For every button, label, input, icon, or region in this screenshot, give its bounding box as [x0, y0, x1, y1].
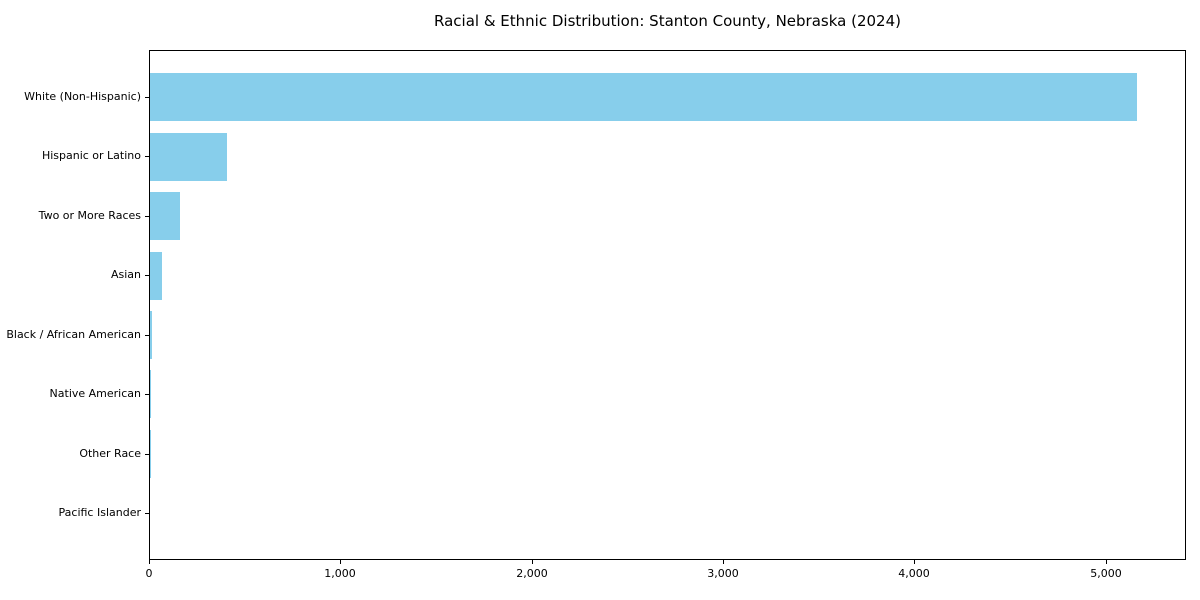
x-tick-mark — [532, 560, 533, 564]
y-tick-label: Native American — [49, 387, 141, 400]
plot-area — [149, 50, 1186, 560]
bar — [150, 311, 152, 359]
bar — [150, 252, 162, 300]
bar — [150, 370, 151, 418]
x-tick-label: 4,000 — [898, 567, 930, 580]
bar — [150, 192, 180, 240]
x-tick-mark — [1106, 560, 1107, 564]
y-tick-mark — [145, 335, 149, 336]
x-tick-mark — [340, 560, 341, 564]
bar — [150, 133, 227, 181]
y-tick-label: Asian — [110, 268, 141, 281]
x-tick-label: 3,000 — [707, 567, 739, 580]
y-tick-label: Other Race — [79, 447, 141, 460]
x-tick-label: 0 — [145, 567, 153, 580]
y-tick-mark — [145, 97, 149, 98]
bar — [150, 73, 1137, 121]
y-tick-label: White (Non-Hispanic) — [24, 90, 141, 103]
y-tick-mark — [145, 454, 149, 455]
y-tick-mark — [145, 216, 149, 217]
y-tick-mark — [145, 275, 149, 276]
y-tick-mark — [145, 156, 149, 157]
y-tick-mark — [145, 513, 149, 514]
chart-title: Racial & Ethnic Distribution: Stanton Co… — [434, 12, 901, 30]
x-tick-label: 1,000 — [324, 567, 356, 580]
y-tick-label: Black / African American — [6, 328, 141, 341]
bar — [150, 430, 151, 478]
y-tick-label: Pacific Islander — [58, 506, 141, 519]
y-tick-mark — [145, 394, 149, 395]
y-tick-label: Two or More Races — [38, 209, 141, 222]
x-tick-label: 5,000 — [1090, 567, 1122, 580]
y-tick-label: Hispanic or Latino — [41, 149, 141, 162]
x-tick-mark — [914, 560, 915, 564]
x-tick-mark — [149, 560, 150, 564]
x-tick-mark — [723, 560, 724, 564]
x-tick-label: 2,000 — [516, 567, 548, 580]
